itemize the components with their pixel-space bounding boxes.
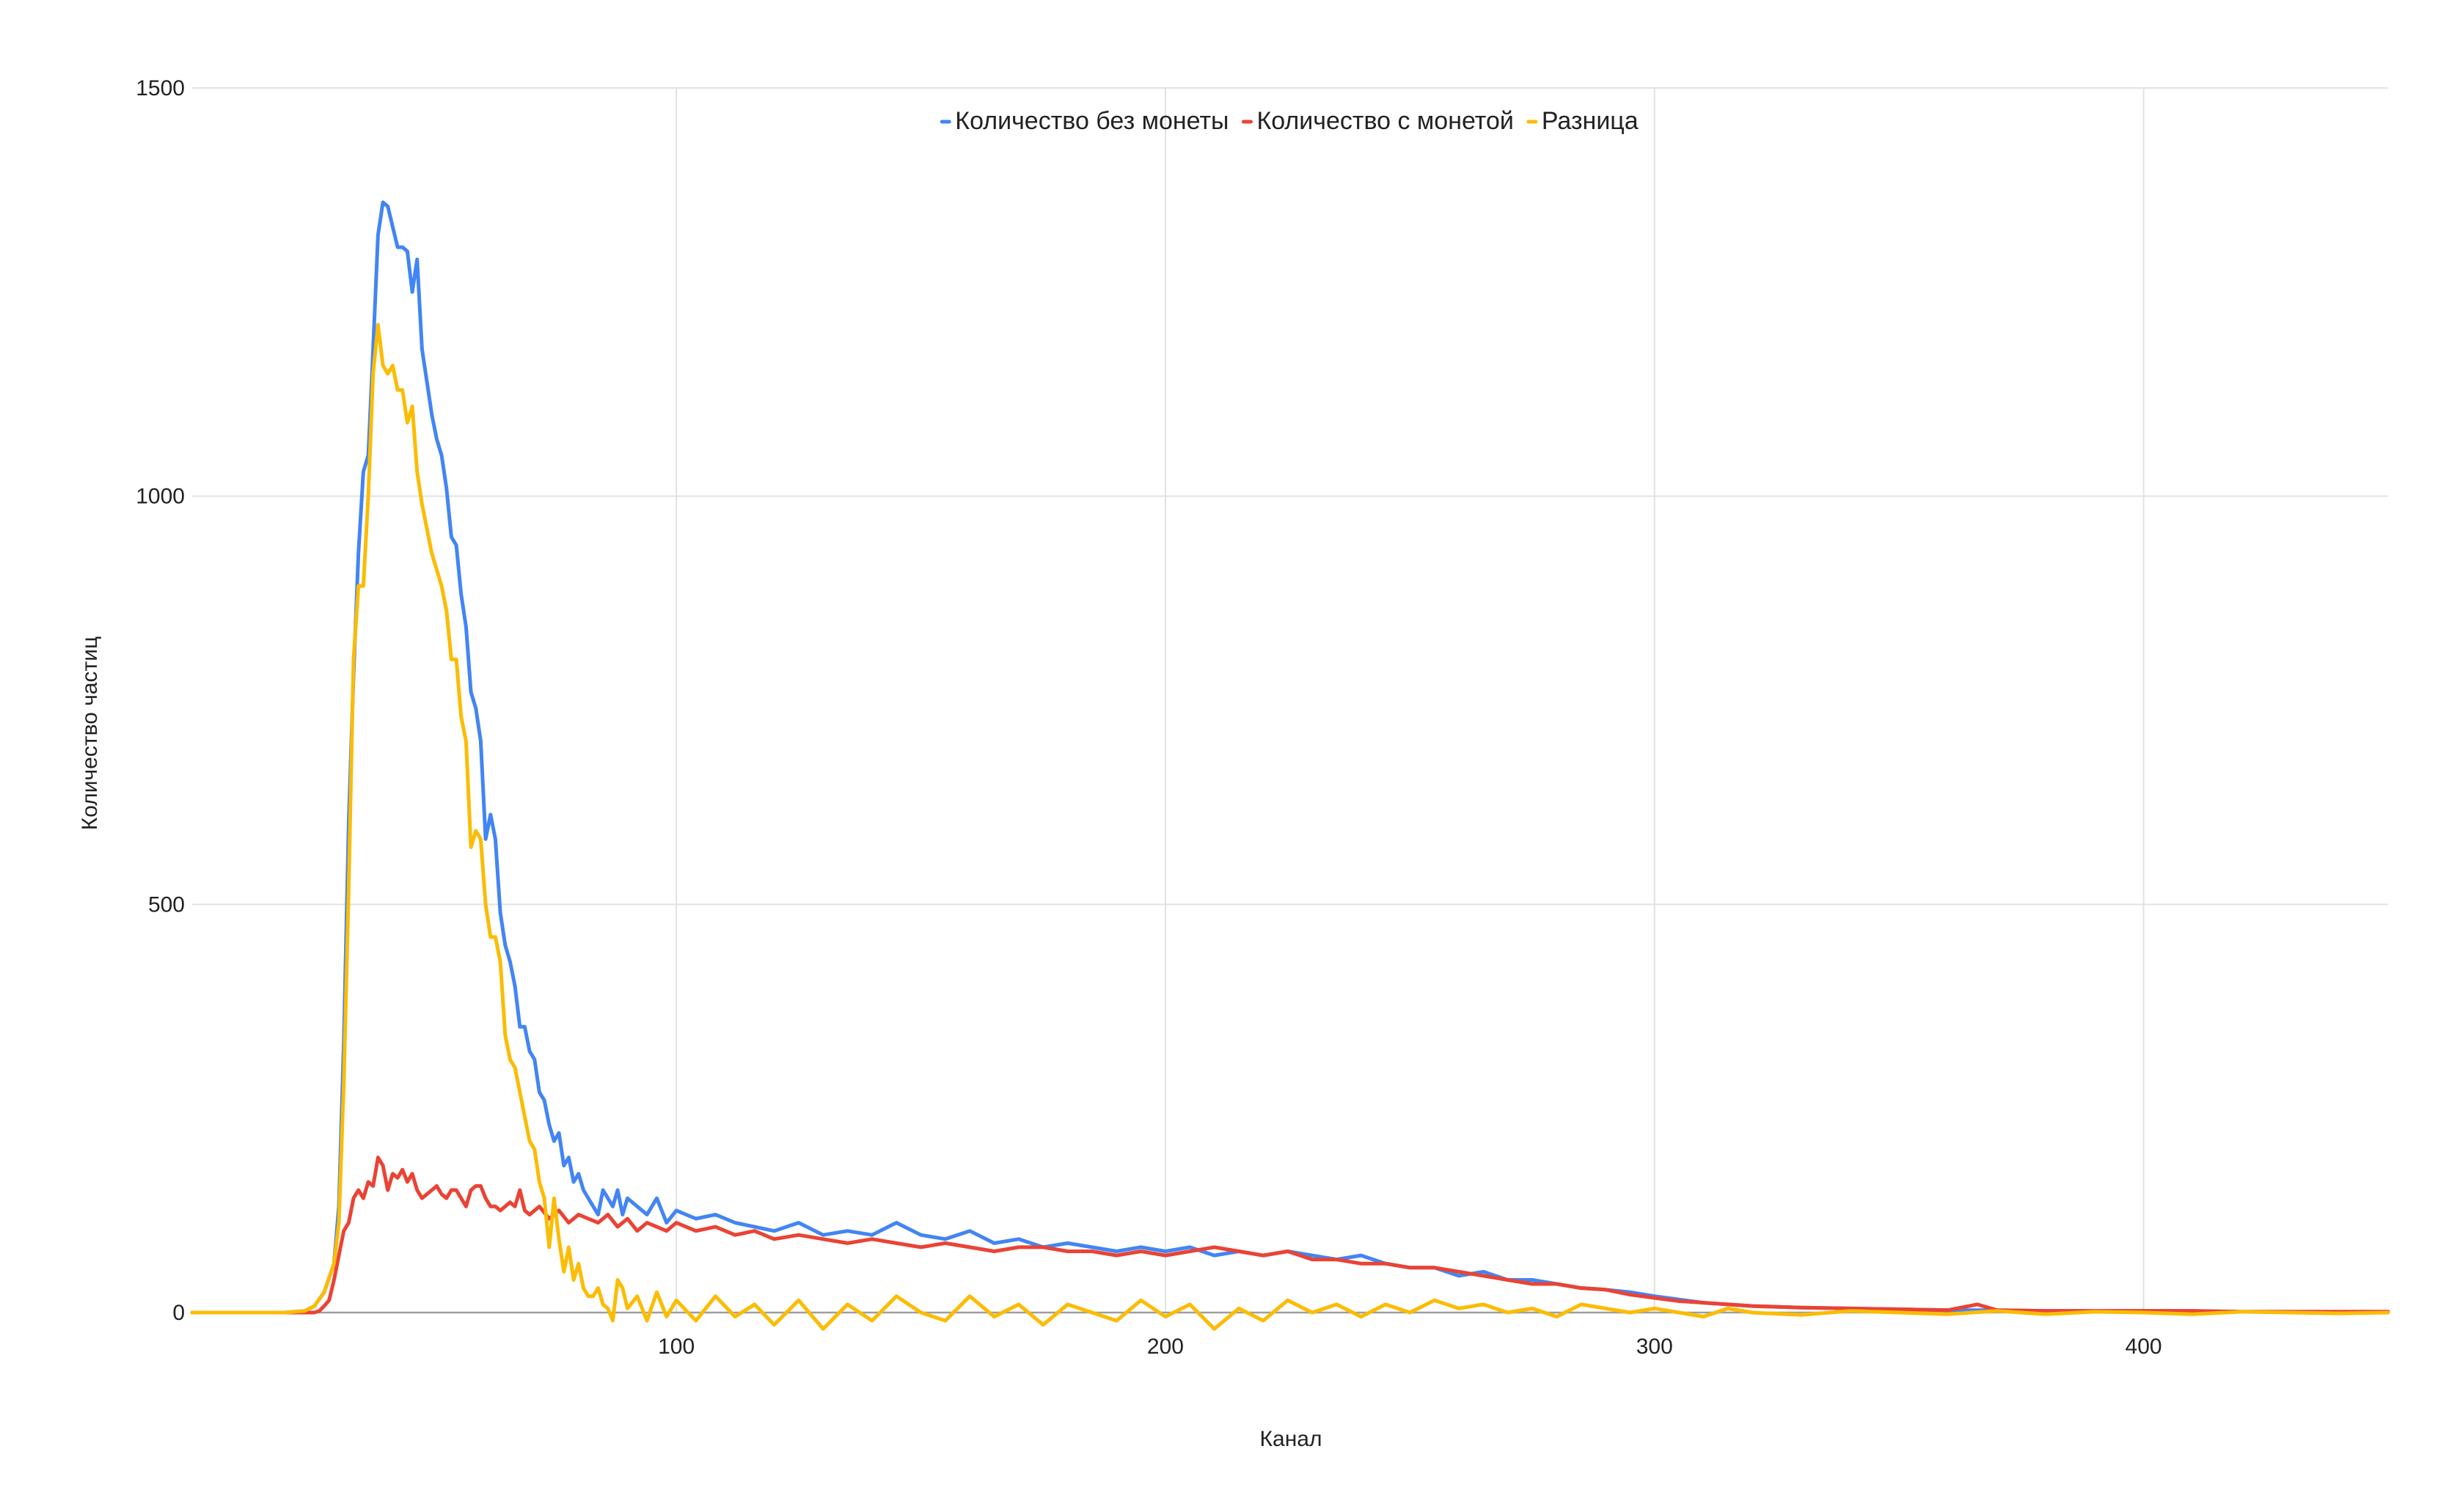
legend-label: Количество с монетой	[1256, 107, 1513, 135]
x-tick-label: 200	[1147, 1335, 1184, 1359]
series-line	[190, 1156, 2390, 1315]
x-tick-label: 300	[1636, 1335, 1673, 1359]
x-tick-label: 100	[658, 1335, 695, 1359]
series-line	[190, 323, 2390, 1331]
y-axis-title: Количество частиц	[78, 636, 102, 830]
x-axis-title: Канал	[1260, 1427, 1322, 1451]
y-tick-label: 1500	[136, 76, 185, 100]
y-tick-label: 1000	[136, 485, 185, 509]
x-axis-ticks: 100 200 300 400	[658, 1335, 2162, 1359]
y-axis-ticks: 0 500 1000 1500	[136, 76, 185, 1325]
y-tick-label: 0	[172, 1301, 185, 1325]
legend: Количество без монеты Количество с монето…	[940, 107, 1639, 135]
legend-label: Разница	[1542, 107, 1639, 135]
series-lines	[190, 200, 2390, 1331]
series-line	[190, 200, 2390, 1315]
legend-label: Количество без монеты	[955, 107, 1229, 135]
x-tick-label: 400	[2126, 1335, 2162, 1359]
grid-lines	[192, 87, 2388, 1314]
y-tick-label: 500	[148, 892, 185, 917]
